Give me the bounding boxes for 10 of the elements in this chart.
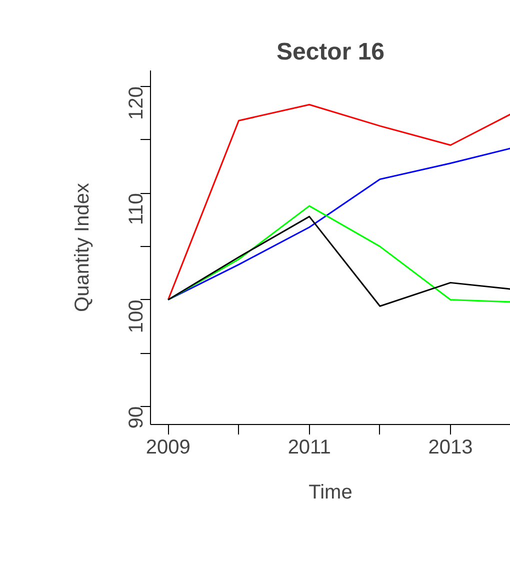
y-axis-title: Quantity Index [72, 183, 94, 312]
chart-title: Sector 16 [276, 38, 385, 66]
x-tick-label: 2013 [428, 436, 473, 458]
x-axis-title: Time [308, 482, 352, 504]
y-tick-label: 90 [126, 406, 148, 429]
y-tick-label: 120 [126, 86, 148, 120]
x-tick-label: 2009 [146, 436, 190, 458]
y-tick-label: 100 [126, 300, 148, 334]
x-tick-label: 2011 [288, 436, 331, 458]
y-tick-label: 110 [126, 193, 148, 226]
